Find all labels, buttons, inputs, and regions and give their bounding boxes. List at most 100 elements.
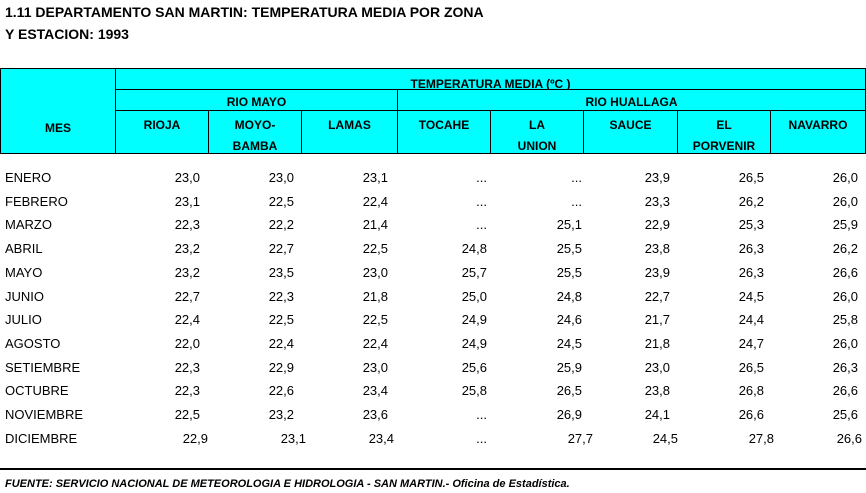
table-row: DICIEMBRE 22,9 23,1 23,4... 27,7 24,5 27,8 26,6 (0, 431, 866, 451)
station-label: NAVARRO (788, 118, 848, 132)
table-cell: 23,5 (268, 264, 294, 280)
table-cell: 26,3 (738, 264, 764, 280)
table-cell: 26,6 (738, 407, 764, 422)
month-label: AGOSTO (5, 335, 61, 351)
table-cell: 24,5 (738, 288, 764, 304)
table-cell: 22,9 (644, 217, 670, 233)
table-cell: 22,3 (174, 359, 200, 375)
table-cell: 22,7 (174, 288, 200, 304)
table-cell: ... (571, 170, 582, 185)
table-cell: 22,7 (644, 288, 670, 304)
table-row: OCTUBRE 22,3 22,6 23,4 25,8 26,5 23,8 26,8 26,6 (0, 383, 866, 403)
table-cell: 23,2 (174, 241, 200, 257)
month-label: OCTUBRE (5, 383, 69, 399)
table-cell: 26,5 (556, 383, 582, 399)
table-cell: 24,1 (644, 407, 670, 422)
month-label: DICIEMBRE (5, 430, 78, 446)
month-label: ENERO (5, 170, 52, 185)
header-station: LA UNION (490, 110, 584, 154)
table-cell: 27,7 (567, 430, 593, 446)
table-cell: ... (476, 407, 487, 422)
table-cell: 26,2 (738, 193, 764, 209)
table-cell: 25,3 (738, 217, 764, 233)
table-row: SETIEMBRE 22,3 22,9 23,0 25,6 25,9 23,0 26,5 26,… (0, 360, 866, 380)
table-cell: 23,9 (644, 170, 670, 185)
table-row: FEBRERO 23,1 22,5 22,4...... 23,3 26,2 26,0 (0, 194, 866, 214)
station-label: LA (529, 118, 545, 132)
table-header: MES TEMPERATURA MEDIA (ºC ) RIO MAYO RIO… (0, 68, 866, 154)
table-cell: 25,9 (556, 359, 582, 375)
table-cell: 23,8 (644, 383, 670, 399)
zone-label: RIO HUALLAGA (585, 95, 678, 109)
header-station: SAUCE (583, 110, 678, 154)
table-cell: 23,4 (368, 430, 394, 446)
table-cell: 25,1 (556, 217, 582, 233)
table-cell: 22,4 (268, 335, 294, 351)
table-cell: 23,0 (362, 264, 388, 280)
table-cell: 23,6 (362, 407, 388, 422)
table-cell: 22,4 (362, 335, 388, 351)
month-label: JULIO (5, 312, 42, 328)
table-cell: 26,6 (836, 430, 862, 446)
month-label: MARZO (5, 217, 52, 233)
table-cell: 23,1 (280, 430, 306, 446)
header-station: NAVARRO (770, 110, 866, 154)
table-cell: 26,0 (832, 193, 858, 209)
table-cell: 22,6 (268, 383, 294, 399)
station-label: LAMAS (328, 118, 371, 132)
header-station: RIOJA (115, 110, 209, 154)
table-cell: 23,9 (644, 264, 670, 280)
table-cell: 25,8 (461, 383, 487, 399)
table-cell: 26,0 (832, 288, 858, 304)
header-zone-rio-mayo: RIO MAYO (115, 89, 398, 111)
table-cell: 23,0 (174, 170, 200, 185)
table-cell: 25,6 (832, 407, 858, 422)
table-cell: 22,9 (268, 359, 294, 375)
table-cell: 22,3 (174, 383, 200, 399)
table-cell: 21,7 (644, 312, 670, 328)
header-mes-label: MES (44, 121, 71, 135)
header-zone-rio-huallaga: RIO HUALLAGA (397, 89, 866, 111)
table-cell: 22,9 (182, 430, 208, 446)
table-cell: ... (476, 170, 487, 185)
table-cell: 25,9 (832, 217, 858, 233)
month-label: SETIEMBRE (5, 359, 81, 375)
table-cell: 26,3 (738, 241, 764, 257)
table-cell: 23,2 (174, 264, 200, 280)
table-row: AGOSTO 22,0 22,4 22,4 24,9 24,5 21,8 24,7 26,0 (0, 336, 866, 356)
page-title: 1.11 DEPARTAMENTO SAN MARTIN: TEMPERATUR… (5, 4, 484, 20)
table-cell: 25,5 (556, 241, 582, 257)
table-cell: 22,4 (174, 312, 200, 328)
table-cell: 22,5 (174, 407, 200, 422)
table-cell: 24,5 (652, 430, 678, 446)
table-cell: 24,9 (461, 335, 487, 351)
table-cell: 27,8 (748, 430, 774, 446)
table-cell: 26,9 (556, 407, 582, 422)
table-cell: 23,8 (644, 241, 670, 257)
table-cell: 26,0 (832, 335, 858, 351)
footer-divider (0, 468, 866, 470)
table-cell: 24,9 (461, 312, 487, 328)
table-cell: 24,6 (556, 312, 582, 328)
station-label: EL (716, 118, 732, 132)
table-cell: 22,0 (174, 335, 200, 351)
table-cell: 24,5 (556, 335, 582, 351)
table-cell: 25,6 (461, 359, 487, 375)
table-cell: ... (476, 217, 487, 233)
header-station: TOCAHE (397, 110, 491, 154)
table-row: JUNIO 22,7 22,3 21,8 25,0 24,8 22,7 24,5 26,0 (0, 289, 866, 309)
table-cell: 26,2 (832, 241, 858, 257)
table-cell: 24,8 (556, 288, 582, 304)
table-cell: 22,7 (268, 241, 294, 257)
source-footnote: FUENTE: SERVICIO NACIONAL DE METEOROLOGI… (5, 478, 570, 490)
table-cell: 25,5 (556, 264, 582, 280)
table-cell: ... (571, 193, 582, 209)
table-cell: 26,6 (832, 383, 858, 399)
table-row: MAYO 23,2 23,5 23,0 25,7 25,5 23,9 26,3 26,6 (0, 265, 866, 285)
table-cell: ... (476, 193, 487, 209)
station-label-line2: BAMBA (232, 139, 278, 153)
table-cell: 21,4 (362, 217, 388, 233)
month-label: ABRIL (5, 241, 43, 257)
station-label: TOCAHE (418, 118, 470, 132)
table-cell: 25,0 (461, 288, 487, 304)
